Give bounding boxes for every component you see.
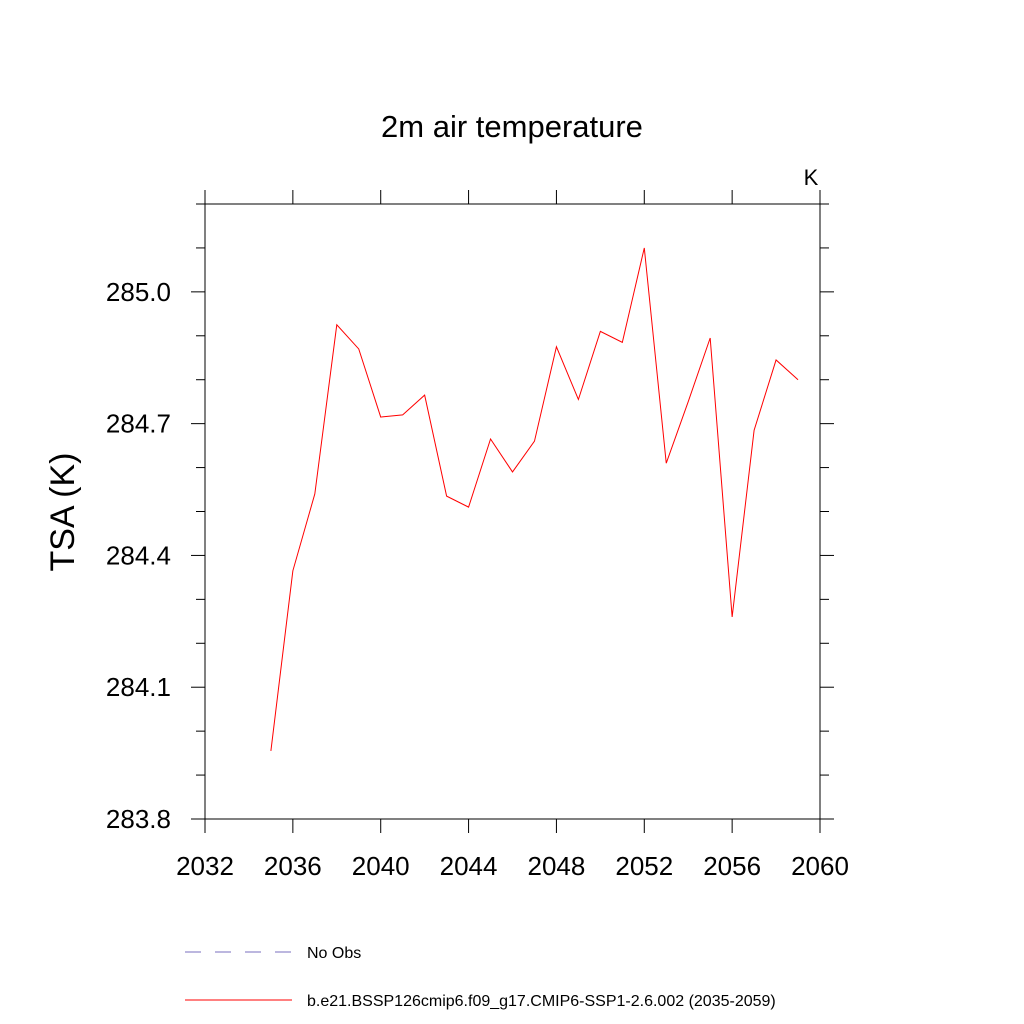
legend-label-no-obs: No Obs	[307, 945, 361, 962]
legend-label-model-run: b.e21.BSSP126cmip6.f09_g17.CMIP6-SSP1-2.…	[307, 993, 776, 1010]
plot-frame	[204, 203, 821, 820]
y-tick-label-284.1: 284.1	[106, 672, 171, 702]
x-tick-label-2048: 2048	[528, 851, 586, 881]
series-layer	[270, 247, 799, 751]
y-tick-label-284.7: 284.7	[106, 409, 171, 439]
series-line-0	[270, 247, 799, 751]
y-axis-label: TSA (K)	[44, 452, 82, 571]
y-tick-label-284.4: 284.4	[106, 540, 171, 570]
x-tick-label-2044: 2044	[440, 851, 498, 881]
x-tick-label-2060: 2060	[791, 851, 849, 881]
chart-title: 2m air temperature	[381, 109, 643, 144]
x-tick-label-2052: 2052	[615, 851, 673, 881]
y-tick-label-285.0: 285.0	[106, 277, 171, 307]
x-tick-label-2040: 2040	[352, 851, 410, 881]
x-tick-label-2032: 2032	[176, 851, 234, 881]
x-axis-ticks	[204, 190, 821, 833]
x-tick-label-2036: 2036	[264, 851, 322, 881]
y-axis-ticks	[191, 203, 834, 820]
y-tick-label-283.8: 283.8	[106, 804, 171, 834]
y-axis-tick-labels: 283.8 284.1 284.4 284.7 285.0	[106, 277, 171, 834]
x-axis-tick-labels: 2032 2036 2040 2044 2048 2052 2056 2060	[176, 851, 849, 881]
x-tick-label-2056: 2056	[703, 851, 761, 881]
legend: No Obs b.e21.BSSP126cmip6.f09_g17.CMIP6-…	[185, 945, 776, 1010]
units-label: K	[804, 165, 819, 190]
